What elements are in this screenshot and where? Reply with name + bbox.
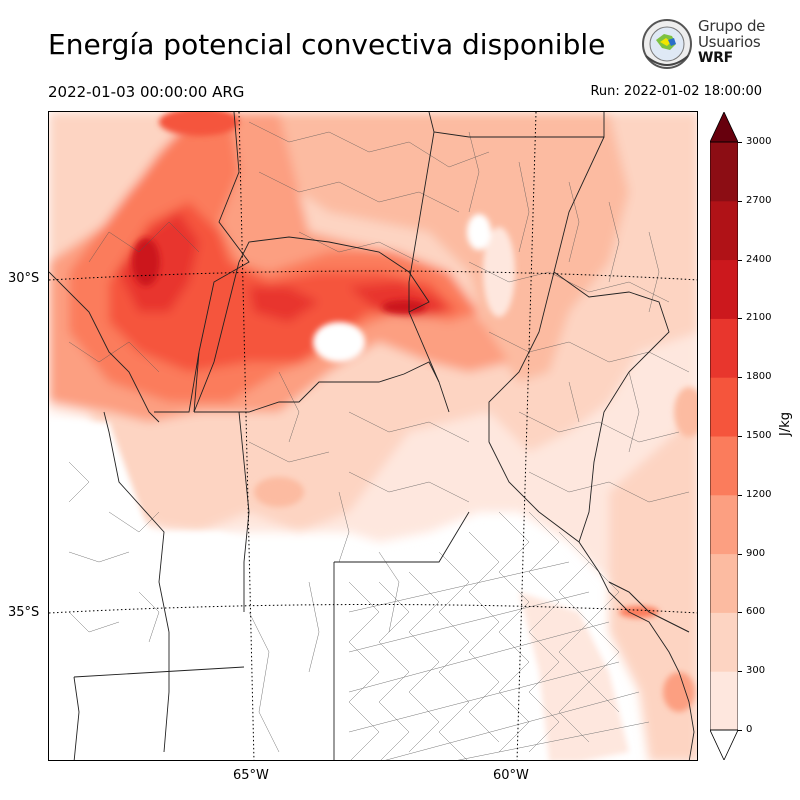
colorbar-tick-label: 3000 xyxy=(746,136,771,147)
globe-icon xyxy=(638,16,696,72)
colorbar-tick-label: 900 xyxy=(746,548,765,559)
colorbar-tick-label: 2100 xyxy=(746,312,771,323)
colorbar-min-arrow xyxy=(710,730,738,760)
colorbar-tick-mark xyxy=(738,671,742,672)
colorbar-max-arrow xyxy=(710,112,738,142)
logo-line-3: WRF xyxy=(698,50,765,66)
colorbar-tick-label: 2700 xyxy=(746,195,771,206)
valid-time: 2022-01-03 00:00:00 ARG xyxy=(48,83,244,101)
colorbar-band xyxy=(710,436,738,495)
colorbar-band xyxy=(710,377,738,436)
colorbar-tick-mark xyxy=(738,612,742,613)
lat-label-30s: 30°S xyxy=(8,271,39,286)
lon-label-65w: 65°W xyxy=(233,768,269,783)
colorbar-band xyxy=(710,671,738,730)
colorbar-tick-mark xyxy=(738,201,742,202)
colorbar-tick-mark xyxy=(738,495,742,496)
colorbar-band xyxy=(710,201,738,260)
colorbar-tick-mark xyxy=(738,554,742,555)
colorbar-unit: J/kg xyxy=(778,412,793,436)
colorbar-tick-label: 1800 xyxy=(746,371,771,382)
colorbar-tick-mark xyxy=(738,730,742,731)
colorbar-band xyxy=(710,318,738,377)
colorbar-tick-label: 1200 xyxy=(746,489,771,500)
colorbar-tick-mark xyxy=(738,318,742,319)
lat-label-35s: 35°S xyxy=(8,605,39,620)
wrf-logo: Grupo de Usuarios WRF xyxy=(638,16,768,72)
colorbar-tick-label: 1500 xyxy=(746,430,771,441)
colorbar-band xyxy=(710,554,738,613)
cape-field xyxy=(49,112,698,761)
colorbar-tick-label: 0 xyxy=(746,724,752,735)
colorbar-tick-mark xyxy=(738,436,742,437)
colorbar-tick-mark xyxy=(738,142,742,143)
colorbar-band xyxy=(710,495,738,554)
map-title: Energía potencial convectiva disponible xyxy=(48,28,605,61)
colorbar-band xyxy=(710,142,738,201)
colorbar-band xyxy=(710,612,738,671)
logo-line-1: Grupo de xyxy=(698,18,765,34)
map-canvas xyxy=(49,112,698,761)
colorbar xyxy=(710,112,738,760)
colorbar-tick-label: 300 xyxy=(746,665,765,676)
colorbar-tick-label: 2400 xyxy=(746,254,771,265)
colorbar-tick-mark xyxy=(738,260,742,261)
logo-line-2: Usuarios xyxy=(698,34,765,50)
lon-label-60w: 60°W xyxy=(493,768,529,783)
colorbar-tick-label: 600 xyxy=(746,606,765,617)
colorbar-band xyxy=(710,260,738,319)
colorbar-tick-mark xyxy=(738,377,742,378)
run-time: Run: 2022-01-02 18:00:00 xyxy=(590,84,762,99)
cape-map xyxy=(48,111,698,761)
